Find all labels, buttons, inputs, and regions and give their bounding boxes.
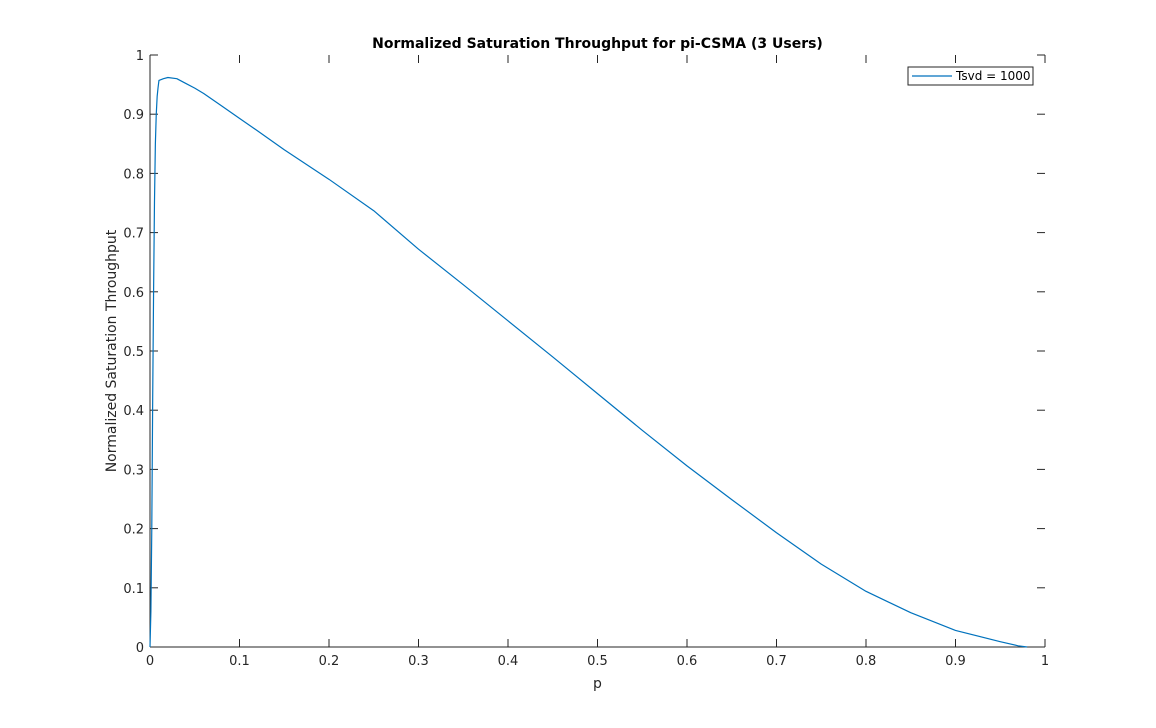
plot-area bbox=[150, 55, 1045, 647]
y-axis-label: Normalized Saturation Throughput bbox=[104, 229, 120, 472]
x-axis-label: p bbox=[593, 676, 602, 692]
y-tick-label: 0.6 bbox=[123, 286, 144, 301]
x-tick-label: 0.9 bbox=[945, 654, 966, 669]
x-tick-label: 0.5 bbox=[587, 654, 608, 669]
chart-title: Normalized Saturation Throughput for pi-… bbox=[372, 36, 823, 52]
y-tick-label: 0.5 bbox=[123, 345, 144, 360]
x-tick-label: 0.8 bbox=[856, 654, 877, 669]
x-tick-label: 0 bbox=[146, 654, 154, 669]
legend-entry-label: Tsvd = 1000 bbox=[955, 69, 1031, 83]
y-tick-label: 0.4 bbox=[123, 404, 144, 419]
y-tick-label: 0.3 bbox=[123, 463, 144, 478]
y-tick-label: 0.8 bbox=[123, 167, 144, 182]
series-line-0 bbox=[149, 76, 1028, 648]
x-tick-label: 0.6 bbox=[677, 654, 698, 669]
x-tick-label: 0.7 bbox=[766, 654, 787, 669]
y-tick-label: 1 bbox=[136, 49, 144, 64]
y-tick-label: 0 bbox=[136, 641, 144, 656]
x-tick-label: 0.4 bbox=[498, 654, 519, 669]
x-axis-ticks: 0 0.1 0.2 0.3 0.4 0.5 0.6 0.7 0.8 0.9 1 bbox=[146, 55, 1049, 669]
x-tick-label: 0.3 bbox=[408, 654, 429, 669]
x-tick-label: 0.1 bbox=[229, 654, 250, 669]
series-group bbox=[149, 76, 1028, 648]
y-axis-ticks: 0 0.1 0.2 0.3 0.4 0.5 0.6 0.7 0.8 0.9 1 bbox=[123, 49, 1045, 656]
legend-box bbox=[907, 66, 1034, 86]
y-tick-label: 0.1 bbox=[123, 582, 144, 597]
legend: Tsvd = 1000 bbox=[907, 66, 1034, 86]
x-tick-label: 1 bbox=[1041, 654, 1049, 669]
x-tick-label: 0.2 bbox=[319, 654, 340, 669]
y-tick-label: 0.9 bbox=[123, 108, 144, 123]
y-tick-label: 0.7 bbox=[123, 227, 144, 242]
y-tick-label: 0.2 bbox=[123, 523, 144, 538]
